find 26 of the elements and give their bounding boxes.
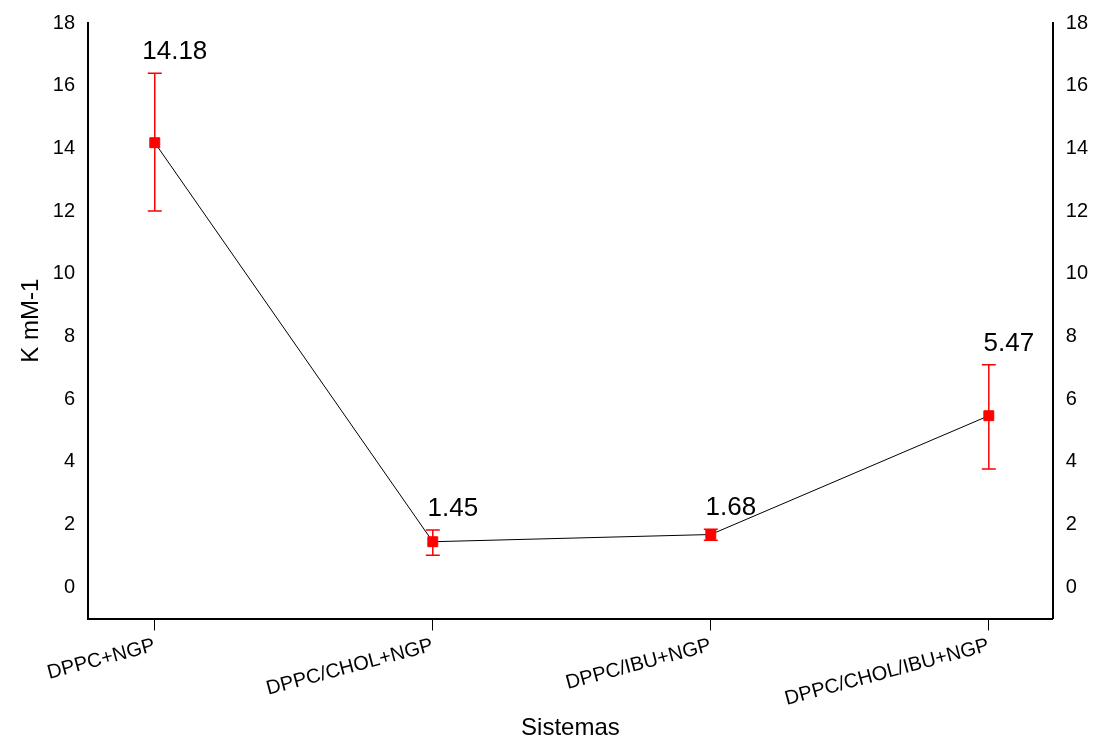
y2-tick-label: 18 — [1065, 10, 1088, 33]
data-label: 14.18 — [142, 35, 208, 66]
data-label: 5.47 — [983, 326, 1035, 357]
y2-tick-label: 6 — [1065, 386, 1077, 409]
y2-tick-label: 2 — [1065, 512, 1077, 534]
y-tick-label: 10 — [52, 261, 76, 284]
y-tick-label: 2 — [63, 512, 76, 534]
y2-tick-label: 16 — [1065, 73, 1088, 96]
data-label: 1.45 — [427, 492, 479, 523]
y2-tick-label: 10 — [1065, 261, 1088, 284]
x-axis-title: Sistemas — [521, 713, 620, 741]
data-label: 1.68 — [705, 491, 757, 522]
y2-tick-label: 0 — [1065, 574, 1077, 597]
y-tick-label: 18 — [52, 10, 76, 33]
y2-tick-label: 4 — [1065, 449, 1077, 472]
y-tick-label: 6 — [63, 386, 76, 409]
y-tick-label: 0 — [63, 574, 76, 597]
y-tick-label: 14 — [52, 135, 76, 158]
y2-tick-label: 14 — [1065, 135, 1088, 158]
y-tick-label: 16 — [52, 73, 76, 96]
y-axis-title: K mM-1 — [16, 278, 44, 363]
y-tick-label: 4 — [63, 449, 76, 472]
y2-tick-label: 8 — [1065, 323, 1077, 346]
y2-tick-label: 12 — [1065, 198, 1088, 221]
y-tick-label: 12 — [52, 198, 76, 221]
y-tick-label: 8 — [63, 323, 76, 346]
